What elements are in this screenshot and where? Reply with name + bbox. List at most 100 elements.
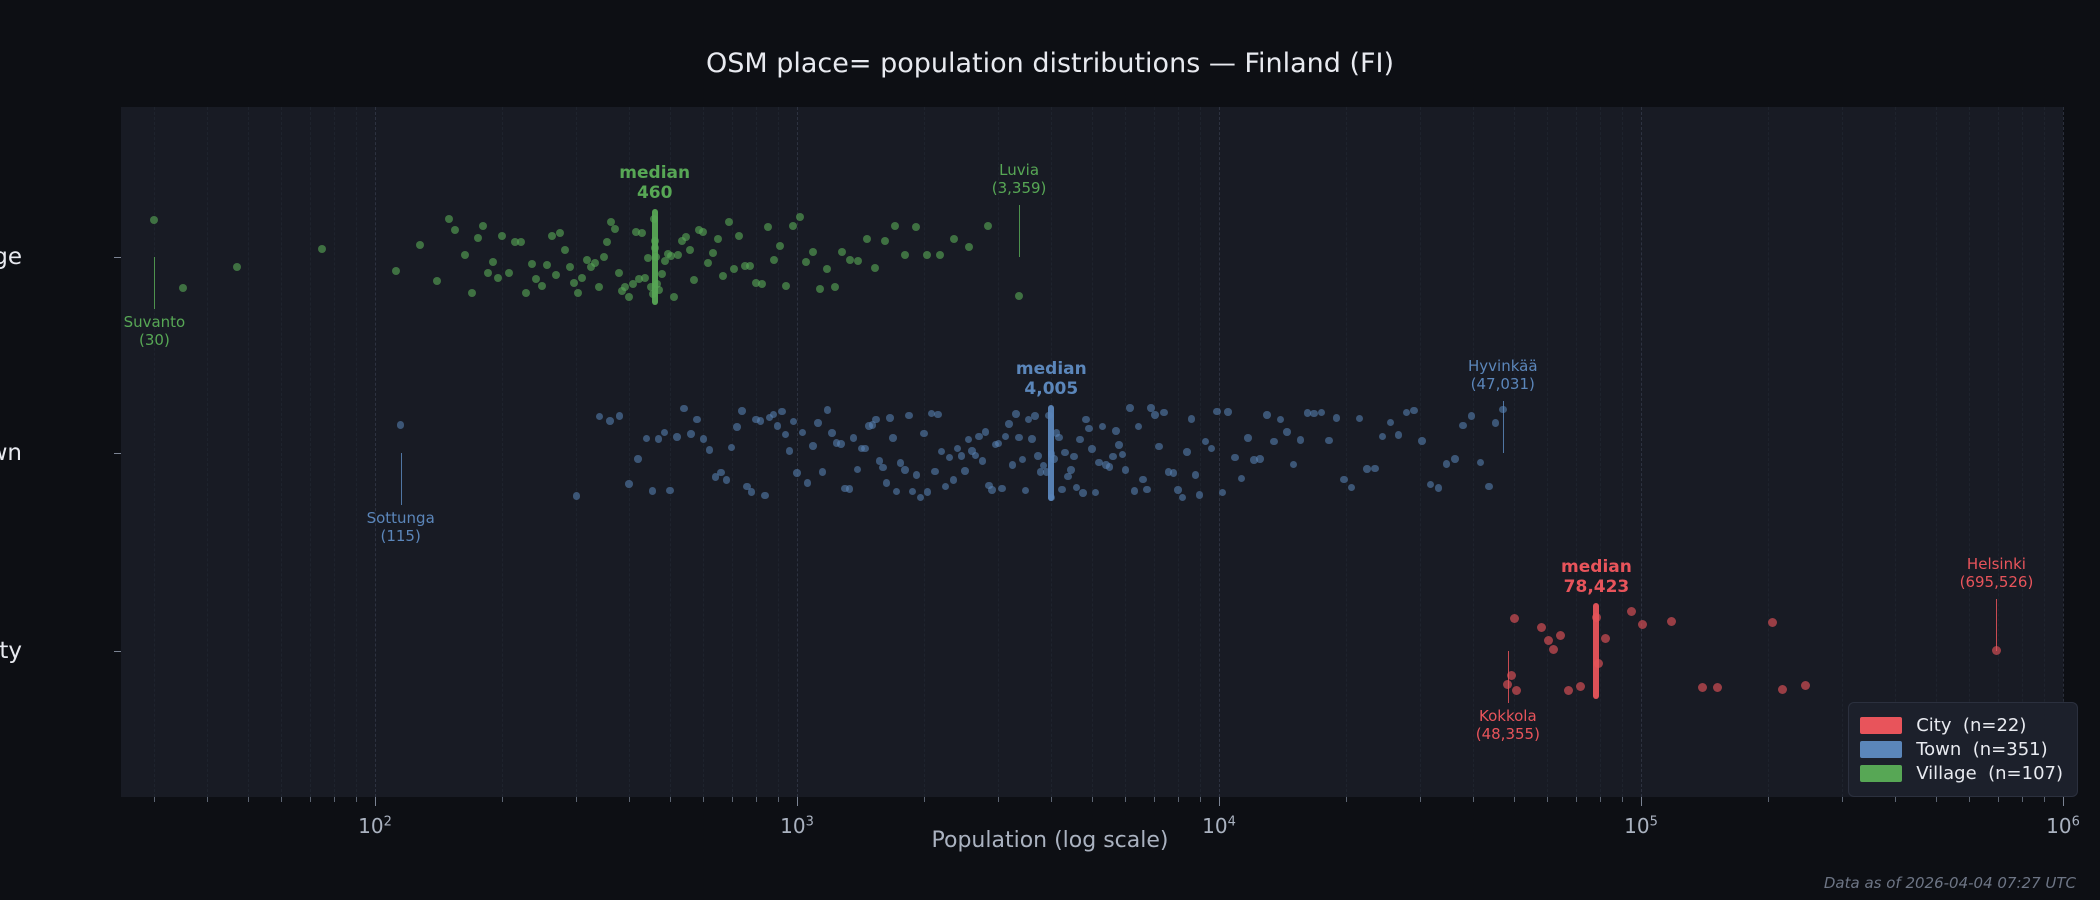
data-point — [857, 444, 866, 453]
data-point — [853, 465, 862, 474]
data-point — [625, 293, 634, 302]
data-point — [1021, 486, 1030, 495]
gridline-minor — [1346, 107, 1348, 797]
median-bar-village — [651, 209, 658, 305]
legend-label: City (n=22) — [1916, 715, 2027, 736]
median-label-city: median 78,423 — [1561, 557, 1632, 597]
data-point — [945, 453, 954, 462]
x-axis-tick-major — [2063, 797, 2064, 806]
gridline-minor — [1547, 107, 1549, 797]
data-point — [1076, 435, 1084, 444]
data-point — [785, 447, 794, 455]
data-point — [823, 406, 832, 414]
median-bar-town — [1048, 405, 1055, 501]
data-point — [522, 288, 531, 297]
legend-label: Village (n=107) — [1916, 763, 2063, 784]
data-point — [868, 421, 877, 429]
median-label-village: median 460 — [619, 163, 691, 203]
data-point — [1008, 461, 1017, 469]
data-point — [1506, 670, 1516, 680]
data-point — [699, 228, 708, 237]
x-axis-tick-minor — [670, 797, 671, 802]
data-point — [1015, 433, 1023, 442]
data-point — [908, 487, 917, 496]
annotation-label: Luvia (3,359) — [991, 161, 1047, 197]
x-axis-tick-minor — [334, 797, 336, 802]
title-line-1: OSM place= population distributions — Fi… — [705, 48, 1395, 79]
gridline-minor — [924, 107, 926, 797]
data-point — [551, 271, 560, 280]
data-point — [416, 241, 425, 250]
gridline-minor — [670, 107, 671, 797]
data-point — [1195, 491, 1204, 499]
gridline-major — [375, 107, 377, 797]
data-point — [765, 413, 774, 422]
gridline-minor — [1997, 107, 1999, 797]
data-point — [1317, 408, 1326, 417]
annotation-stem — [154, 257, 156, 309]
data-point — [1283, 428, 1291, 436]
data-point — [1340, 475, 1348, 484]
gridline-major — [1641, 107, 1642, 797]
data-point — [1139, 475, 1147, 484]
data-point — [717, 468, 725, 477]
data-point — [1800, 681, 1810, 691]
legend-item[interactable]: City (n=22) — [1860, 715, 2063, 736]
data-point — [983, 221, 992, 230]
data-point — [965, 243, 974, 252]
y-axis-label-city: City — [0, 638, 22, 664]
x-axis-tick-minor — [1969, 797, 1971, 802]
data-point — [789, 417, 798, 426]
annotation-stem — [1502, 401, 1504, 453]
data-point — [542, 260, 551, 269]
data-point — [994, 439, 1003, 448]
x-axis-tick-minor — [2022, 797, 2024, 802]
x-axis-tick-minor — [731, 797, 733, 802]
data-point — [861, 444, 869, 452]
data-point — [880, 236, 889, 245]
gridline-major — [797, 107, 799, 797]
data-point — [1126, 404, 1134, 412]
data-point — [1347, 483, 1356, 492]
data-point — [686, 245, 695, 254]
data-point — [747, 488, 756, 496]
data-point — [1410, 406, 1418, 415]
data-point — [1024, 415, 1033, 423]
data-point — [1564, 685, 1574, 695]
data-point — [1155, 442, 1163, 451]
data-point — [1095, 458, 1103, 467]
data-point — [1332, 414, 1341, 422]
data-point — [1263, 411, 1271, 419]
data-point — [1042, 468, 1051, 476]
data-point — [1061, 448, 1069, 457]
legend-swatch — [1860, 765, 1903, 782]
data-point — [1768, 617, 1778, 627]
x-axis-tick-minor — [1125, 797, 1127, 802]
data-point — [590, 258, 599, 267]
data-point — [569, 278, 578, 287]
data-point — [882, 479, 891, 487]
gridline-minor — [154, 107, 156, 797]
data-point — [1085, 424, 1093, 433]
data-point — [673, 251, 682, 260]
gridline-minor — [355, 107, 357, 797]
legend-item[interactable]: Village (n=107) — [1860, 763, 2063, 784]
legend-item[interactable]: Town (n=351) — [1860, 739, 2063, 760]
data-point — [1012, 410, 1020, 418]
data-point — [845, 485, 854, 493]
data-point — [1191, 471, 1200, 479]
data-point — [150, 216, 159, 225]
data-point — [927, 409, 935, 418]
data-point — [1118, 450, 1127, 459]
data-point — [1121, 466, 1130, 474]
data-point — [634, 455, 642, 463]
data-point — [1434, 484, 1443, 492]
data-point — [981, 428, 990, 436]
data-point — [614, 269, 623, 277]
data-point — [1511, 685, 1521, 695]
data-point — [931, 467, 939, 476]
data-point — [673, 433, 681, 441]
data-point — [657, 270, 666, 279]
data-point — [511, 237, 520, 246]
data-point — [615, 412, 624, 420]
